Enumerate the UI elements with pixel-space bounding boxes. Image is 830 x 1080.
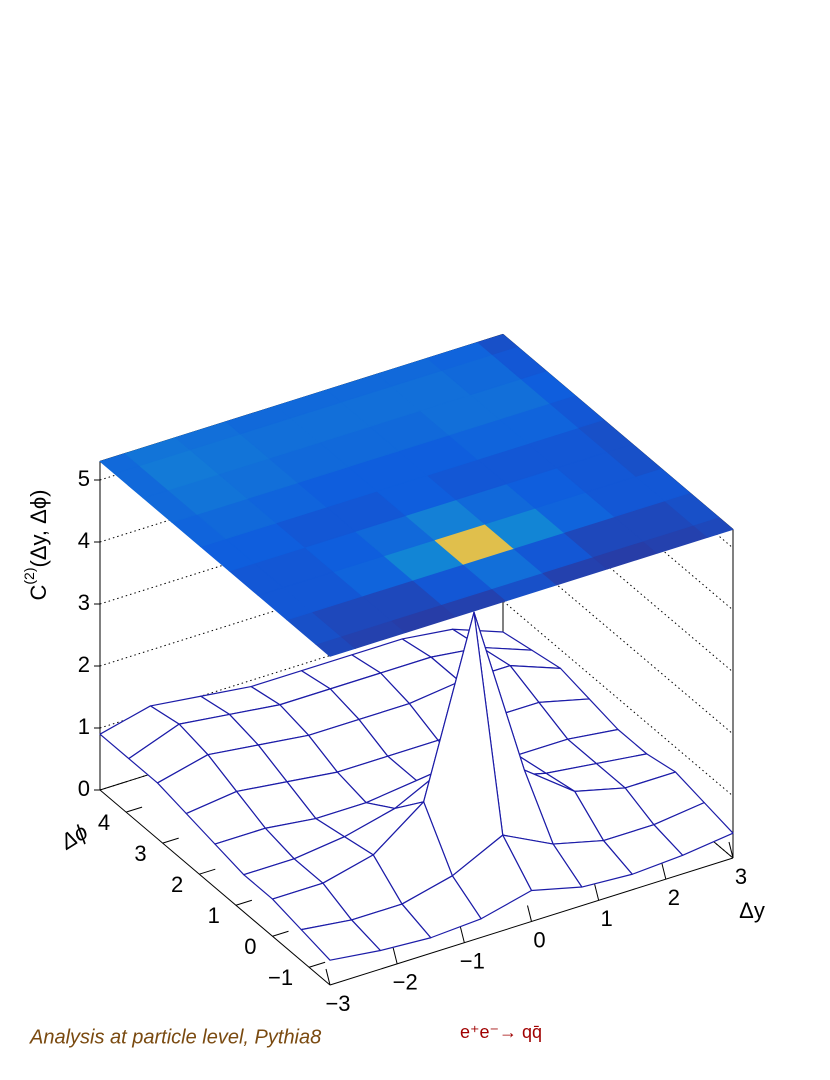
y-tick: [235, 899, 253, 906]
z-tick-label: 0: [78, 776, 90, 801]
z-title-base: C: [26, 584, 51, 600]
x-tick-label: 3: [735, 864, 747, 889]
y-tick: [308, 961, 326, 968]
y-tick-label: 0: [244, 934, 256, 959]
annotation: e⁺e⁻→ qq̄: [460, 1022, 542, 1042]
y-tick: [125, 806, 143, 813]
annotation: Analysis at particle level, Pythia8: [29, 1026, 321, 1048]
grid-line: [99, 538, 734, 735]
y-tick-label: 4: [98, 810, 110, 835]
z-title-rest: (Δy, Δϕ): [26, 490, 51, 568]
x-tick: [325, 968, 331, 986]
z-tick-label: 2: [78, 652, 90, 677]
y-tick: [272, 930, 289, 937]
axis-line: [99, 789, 331, 986]
z-tick-label: 3: [78, 590, 90, 615]
z-title-sup: (2): [21, 567, 37, 584]
x-tick-label: 2: [668, 885, 680, 910]
y-tick-label: 3: [134, 841, 146, 866]
x-tick: [728, 841, 734, 859]
x-tick-label: 0: [533, 927, 545, 952]
y-tick-label: −1: [268, 965, 293, 990]
z-tick-label: 4: [78, 528, 90, 553]
mesh-cell: [300, 919, 381, 961]
x-tick-label: −2: [393, 970, 418, 995]
x-tick: [661, 863, 667, 880]
y-tick: [199, 868, 216, 875]
x-tick: [392, 947, 398, 964]
y-tick: [162, 837, 179, 844]
contour-cell: [477, 333, 519, 355]
y-tick-label: 1: [208, 903, 220, 928]
x-tick-label: −3: [325, 991, 350, 1016]
y-axis-title: Δϕ: [55, 819, 92, 855]
z-tick-label: 1: [78, 714, 90, 739]
x-tick-label: −1: [460, 948, 485, 973]
x-axis-title: Δy: [739, 898, 765, 923]
x-tick: [459, 926, 465, 943]
y-tick-label: 2: [171, 872, 183, 897]
x-tick: [527, 905, 532, 922]
grid-line: [99, 600, 734, 797]
x-tick-label: 1: [601, 906, 613, 931]
z-axis-title: C(2)(Δy, Δϕ): [21, 490, 51, 601]
z-tick-label: 5: [78, 466, 90, 491]
x-tick: [594, 884, 600, 901]
